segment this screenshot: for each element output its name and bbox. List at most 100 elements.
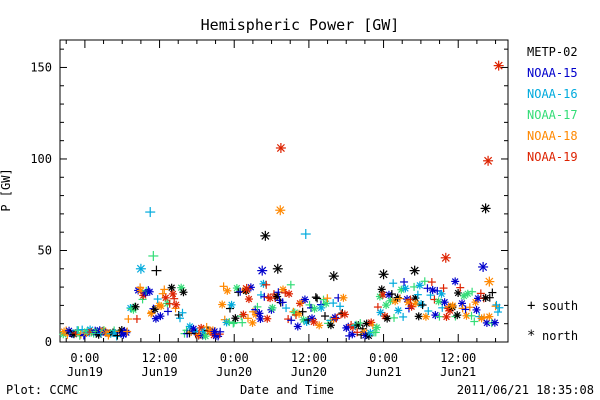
data-point-south (399, 312, 408, 321)
data-point-north (167, 283, 176, 292)
data-point-north (168, 289, 177, 298)
axis-ticks: 0501001500:00Jun1912:00Jun190:00Jun2012:… (30, 40, 508, 379)
data-point-north (478, 261, 489, 272)
data-point-south (456, 283, 465, 292)
data-point-south (311, 293, 320, 302)
y-axis-label: P [GW] (0, 168, 13, 211)
x-tick-label-date: Jun21 (365, 365, 401, 379)
data-point-north (257, 265, 268, 276)
data-point-north (302, 317, 311, 326)
data-point-south (467, 311, 476, 320)
legend-entry-noaa-15: NOAA-15 (527, 66, 578, 80)
data-point-north (150, 305, 159, 314)
data-point-north (463, 289, 472, 298)
data-point-south (178, 308, 187, 317)
data-point-north (310, 304, 319, 313)
data-point-north (480, 203, 491, 214)
data-point-north (211, 331, 220, 340)
footer-credit: Plot: CCMC (6, 383, 78, 397)
x-tick-label-date: Jun19 (141, 365, 177, 379)
data-point-south (320, 312, 329, 321)
data-point-north (145, 287, 154, 296)
data-point-south (175, 314, 184, 323)
data-point-north (440, 298, 449, 307)
data-point-north (227, 300, 236, 309)
x-tick-label-time: 12:00 (141, 351, 177, 365)
data-point-north (135, 263, 146, 274)
data-point-north (275, 205, 286, 216)
data-point-north (437, 289, 446, 298)
data-point-north (407, 302, 416, 311)
data-point-north (328, 271, 339, 282)
y-tick-label: 0 (45, 335, 52, 349)
data-point-south (433, 286, 442, 295)
x-tick-label-time: 12:00 (291, 351, 327, 365)
data-point-north (326, 321, 335, 330)
data-point-south (439, 284, 448, 293)
data-point-south (427, 278, 436, 287)
data-point-north (340, 310, 349, 319)
data-point-south (495, 303, 504, 312)
y-tick-label: 100 (30, 152, 52, 166)
x-tick-label-time: 0:00 (220, 351, 249, 365)
data-point-north (256, 314, 265, 323)
data-point-north (161, 293, 170, 302)
data-point-south (329, 299, 338, 308)
data-point-north (309, 317, 318, 326)
data-point-south (418, 301, 427, 310)
data-point-north (409, 265, 420, 276)
data-point-north (231, 314, 240, 323)
marker-legend: + south * north (527, 298, 578, 344)
x-tick-label-date: Jun19 (67, 365, 103, 379)
data-point-south (323, 294, 332, 303)
data-point-north (244, 295, 253, 304)
data-point-south (313, 294, 322, 303)
data-point-north (484, 276, 495, 287)
marker-legend-symbol: + (527, 298, 535, 314)
data-point-north (383, 314, 392, 323)
data-point-south (461, 305, 470, 314)
marker-legend-label-south: south (542, 299, 578, 313)
data-point-south (170, 294, 179, 303)
legend-entry-metp-02: METP-02 (527, 45, 578, 59)
data-point-south (485, 293, 494, 302)
data-point-north (348, 330, 357, 339)
data-point-north (428, 286, 437, 295)
data-point-south (147, 308, 156, 317)
data-point-south (400, 277, 409, 286)
data-point-south (153, 295, 162, 304)
data-point-north (218, 300, 227, 309)
data-point-south (160, 285, 169, 294)
data-point-north (414, 312, 423, 321)
data-point-north (472, 305, 481, 314)
data-point-north (440, 252, 451, 263)
data-point-south (465, 303, 474, 312)
data-point-north (157, 302, 166, 311)
data-point-north (223, 286, 232, 295)
data-point-south (256, 290, 265, 299)
x-tick-label-date: Jun20 (216, 365, 252, 379)
data-point-south (476, 289, 485, 298)
data-point-south (225, 318, 234, 327)
data-point-south (435, 312, 444, 321)
data-point-south (336, 302, 345, 311)
plot-axes (59, 39, 509, 343)
data-point-north (248, 318, 257, 327)
data-point-south (413, 290, 422, 299)
data-point-north (295, 309, 304, 318)
data-point-south (493, 308, 502, 317)
legend-entry-noaa-16: NOAA-16 (527, 87, 578, 101)
data-point-south (286, 280, 295, 289)
data-point-south (332, 314, 341, 323)
data-point-north (179, 288, 188, 297)
data-point-north (411, 299, 420, 308)
data-point-north (401, 284, 410, 293)
legend-entry-noaa-19: NOAA-19 (527, 150, 578, 164)
data-point-south (491, 302, 500, 311)
data-point-south (145, 207, 156, 218)
data-point-north (268, 303, 277, 312)
data-point-north (241, 283, 252, 294)
data-point-south (278, 298, 287, 307)
